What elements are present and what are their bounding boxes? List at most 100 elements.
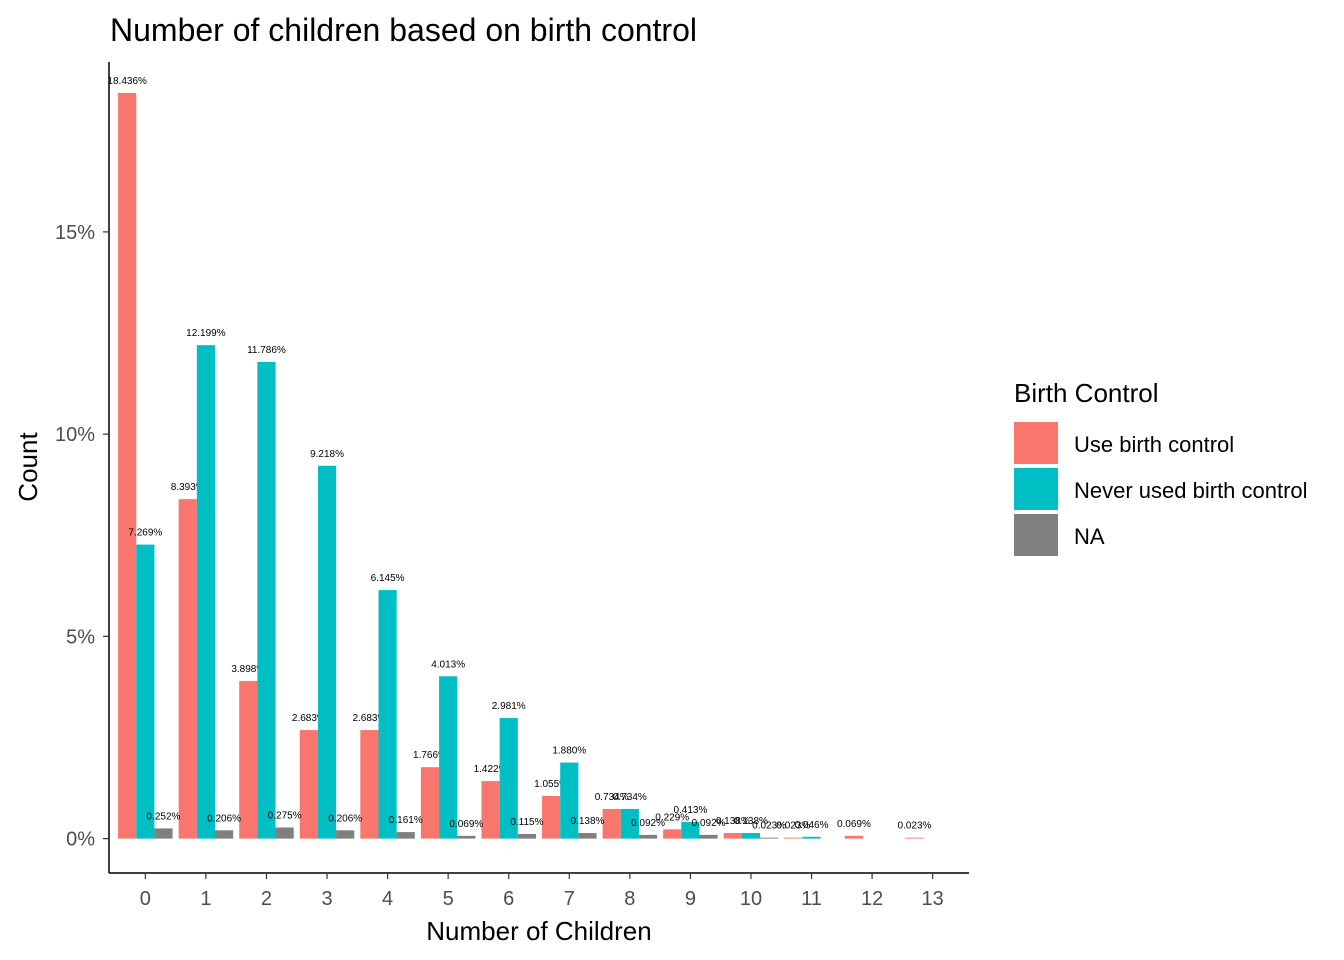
bar-label: 0.138% — [570, 816, 604, 827]
bar-label: 0.252% — [147, 811, 181, 822]
series-2: 0.252% 0.206% 0.275% 0.206% 0.161% 0.069% 0.11… — [147, 810, 786, 839]
legend-title: Birth Control — [1014, 378, 1159, 408]
bar-label: 4.013% — [431, 659, 465, 670]
bar — [457, 835, 476, 839]
x-tick-label: 5 — [443, 888, 454, 910]
bar — [178, 499, 197, 839]
bar — [299, 730, 318, 839]
bar — [844, 835, 864, 839]
series-1: 7.269% 12.199% 11.786% 9.218% 6.145% 4.013% 2.… — [128, 328, 829, 839]
bar-label: 6.145% — [371, 573, 405, 584]
bar-label: 18.436% — [107, 76, 147, 87]
y-tick-label: 0% — [66, 829, 95, 851]
bar — [439, 676, 458, 839]
bar — [196, 345, 215, 839]
bar-label: 0.138% — [716, 816, 750, 827]
bar — [118, 92, 137, 839]
x-axis-title: Number of Children — [426, 916, 651, 946]
bar-label: 8.393% — [171, 482, 205, 493]
bar — [360, 730, 379, 839]
bar — [681, 821, 700, 839]
bar — [542, 795, 561, 839]
bar-label: 0.275% — [268, 810, 302, 821]
bar — [317, 465, 337, 839]
bar-label: 0.092% — [631, 818, 665, 829]
bar — [420, 767, 440, 839]
plot-area: 18.436% 8.393% 3.898% 2.683% 2.683% 1.766% 1.4… — [107, 76, 932, 839]
bar-label: 0.138% — [734, 816, 768, 827]
bar — [378, 590, 397, 839]
y-tick-label: 5% — [66, 626, 95, 648]
x-tick-label: 9 — [685, 888, 696, 910]
x-tick-label: 1 — [200, 888, 211, 910]
series-0: 18.436% 8.393% 3.898% 2.683% 2.683% 1.766% 1.4… — [107, 76, 932, 839]
bar — [481, 781, 500, 839]
bar — [336, 830, 355, 839]
bar-label: 0.069% — [837, 819, 871, 830]
legend-swatch — [1014, 468, 1058, 510]
x-axis-ticks: 0 1 2 3 4 5 6 7 8 9 10 11 12 13 — [140, 873, 944, 910]
bar-label: 11.786% — [247, 345, 286, 356]
bar-label: 0.413% — [673, 805, 707, 816]
bar-label: 9.218% — [310, 449, 344, 460]
bar-label: 0.115% — [510, 817, 543, 828]
bar — [760, 837, 779, 839]
x-tick-label: 10 — [740, 888, 762, 910]
bar — [517, 833, 536, 839]
y-axis-ticks: 0% 5% 10% 15% — [55, 222, 109, 851]
bar — [578, 833, 597, 839]
bar — [602, 808, 621, 839]
bar-label: 2.683% — [352, 713, 386, 724]
x-tick-label: 13 — [922, 888, 944, 910]
bar — [136, 544, 155, 839]
bar-label: 0.023% — [898, 821, 932, 832]
chart-title: Number of children based on birth contro… — [110, 12, 697, 48]
legend-label: Never used birth control — [1074, 478, 1308, 503]
bar-label: 1.055% — [534, 779, 568, 790]
bar-label: 3.898% — [231, 664, 265, 675]
x-tick-label: 2 — [261, 888, 272, 910]
bar — [396, 832, 415, 839]
bar-label: 1.766% — [413, 750, 447, 761]
x-tick-label: 7 — [564, 888, 575, 910]
bar — [214, 830, 234, 839]
bar — [154, 828, 173, 839]
bar-label: 1.422% — [474, 764, 508, 775]
bar-label: 0.206% — [328, 813, 362, 824]
bar-label: 0.734% — [613, 792, 647, 803]
legend-swatch — [1014, 422, 1058, 464]
bar-label: 0.734% — [595, 792, 629, 803]
x-tick-label: 3 — [321, 888, 332, 910]
bar — [257, 361, 276, 839]
bar-label: 2.683% — [292, 713, 326, 724]
bar — [499, 718, 518, 839]
bar-label: 0.069% — [449, 819, 483, 830]
x-tick-label: 4 — [382, 888, 393, 910]
bar-label: 0.046% — [795, 820, 829, 831]
bar-label: 0.023% — [752, 821, 786, 832]
bar — [560, 762, 579, 839]
bar-label: 0.092% — [692, 818, 726, 829]
legend-swatch — [1014, 514, 1058, 556]
bar-label: 2.981% — [492, 701, 526, 712]
y-axis-title: Count — [13, 432, 43, 502]
bar — [802, 836, 821, 839]
bar-label: 12.199% — [186, 328, 226, 339]
x-tick-label: 12 — [861, 888, 883, 910]
bar-label: 0.023% — [776, 821, 810, 832]
bar-label: 0.229% — [655, 812, 689, 823]
y-tick-label: 10% — [55, 424, 95, 446]
bar — [663, 829, 682, 839]
bar-label: 0.206% — [207, 813, 241, 824]
bar-label: 0.161% — [389, 815, 423, 826]
bar — [620, 808, 639, 839]
bar — [905, 837, 924, 839]
bar — [784, 837, 803, 839]
bar — [699, 834, 718, 839]
x-tick-label: 8 — [624, 888, 635, 910]
y-tick-label: 15% — [55, 222, 95, 244]
x-tick-label: 11 — [801, 888, 822, 910]
legend-label: Use birth control — [1074, 432, 1234, 457]
bar — [239, 680, 258, 839]
bar-label: 1.880% — [552, 746, 586, 757]
